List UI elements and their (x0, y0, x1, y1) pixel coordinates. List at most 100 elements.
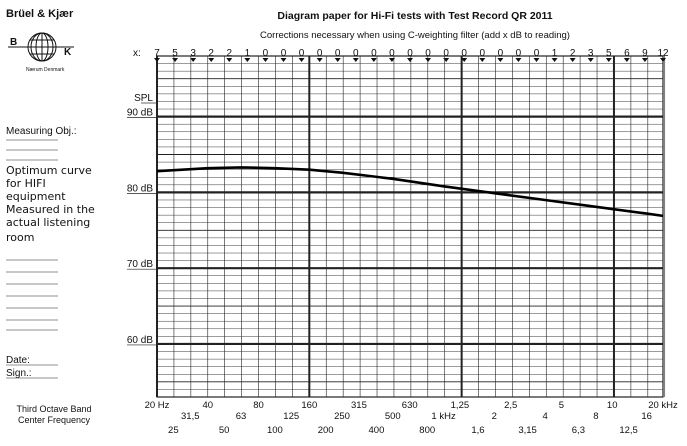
x-tick-label: 8 (593, 411, 598, 422)
correction-marker (208, 58, 215, 62)
correction-value: 0 (443, 48, 449, 59)
correction-value: 3 (190, 48, 196, 59)
correction-marker (262, 58, 269, 62)
correction-value: 0 (534, 48, 540, 59)
correction-value: 12 (657, 48, 669, 59)
correction-marker (479, 58, 486, 62)
x-axis-labels: 20 Hz 40 80 160 315 630 1,25 2,5 5 10 20 kHz 31,5 63… (145, 400, 678, 436)
globe-icon (8, 32, 74, 62)
correction-marker (172, 58, 179, 62)
logo-b: B (10, 37, 17, 48)
correction-marker (190, 58, 197, 62)
x-tick-label: 630 (402, 400, 418, 411)
plot-area (156, 166, 664, 218)
correction-value: 1 (552, 48, 558, 59)
correction-marker (316, 58, 323, 62)
correction-marker (605, 58, 612, 62)
correction-value: 5 (606, 48, 612, 59)
correction-marker (533, 58, 540, 62)
correction-value: 0 (516, 48, 522, 59)
correction-marker (623, 58, 630, 62)
correction-value: 7 (154, 48, 160, 59)
correction-marker (587, 58, 594, 62)
x-tick-label: 80 (253, 400, 264, 411)
correction-prefix: x: (133, 48, 141, 59)
x-tick-label: 800 (419, 425, 435, 436)
correction-marker (551, 58, 558, 62)
correction-value: 2 (208, 48, 214, 59)
correction-value: 0 (407, 48, 413, 59)
correction-value: 2 (570, 48, 576, 59)
x-tick-label: 1 kHz (431, 411, 456, 422)
correction-marker (641, 58, 648, 62)
x-tick-label: 16 (641, 411, 652, 422)
correction-value: 0 (317, 48, 323, 59)
y-tick-label: 80 dB (127, 183, 153, 194)
logo-k: K (64, 47, 72, 58)
chart-grid (156, 55, 666, 398)
x-tick-label: 6,3 (572, 425, 585, 436)
correction-value: 0 (353, 48, 359, 59)
correction-marker (370, 58, 377, 62)
x-tick-label: 160 (301, 400, 317, 411)
handwritten-line-6: room (6, 231, 35, 244)
correction-value: 0 (371, 48, 377, 59)
handwritten-line-2: for HIFI (6, 177, 46, 190)
date-label: Date: (6, 355, 30, 366)
correction-marker (280, 58, 287, 62)
page-subtitle: Corrections necessary when using C-weigh… (260, 30, 570, 41)
correction-value: 0 (299, 48, 305, 59)
footer-caption: Third Octave Band Center Frequency (10, 404, 98, 426)
correction-value: 0 (480, 48, 486, 59)
x-tick-label: 50 (219, 425, 230, 436)
footer-line-1: Third Octave Band (16, 404, 92, 414)
correction-value: 2 (227, 48, 233, 59)
x-tick-label: 12,5 (619, 425, 638, 436)
x-tick-label: 4 (542, 411, 547, 422)
y-tick-label: 70 dB (127, 259, 153, 270)
x-tick-label: 125 (283, 411, 299, 422)
correction-value: 0 (389, 48, 395, 59)
correction-value: 9 (642, 48, 648, 59)
x-tick-label: 2 (492, 411, 497, 422)
x-tick-label: 1,25 (451, 400, 470, 411)
y-tick-label: 60 dB (127, 335, 153, 346)
ylabel-spl: SPL (134, 93, 153, 104)
handwritten-line-1: Optimum curve (6, 164, 92, 177)
x-tick-label: 400 (369, 425, 385, 436)
x-tick-label: 100 (267, 425, 283, 436)
x-tick-label: 20 kHz (648, 400, 678, 411)
x-tick-label: 25 (168, 425, 179, 436)
correction-marker (298, 58, 305, 62)
footer-line-2: Center Frequency (17, 415, 91, 425)
x-tick-label: 5 (559, 400, 564, 411)
correction-marker (334, 58, 341, 62)
correction-value: 6 (624, 48, 630, 59)
handwritten-line-5: actual listening (6, 216, 91, 229)
sign-label: Sign.: (6, 368, 32, 379)
correction-row: x: 7 5 3 2 2 1 0 0 0 0 0 0 0 0 0 0 0 0 0 0 0 0 1 2 3 5 6 9 12 (133, 48, 669, 62)
x-tick-label: 3,15 (518, 425, 537, 436)
correction-value: 3 (588, 48, 594, 59)
x-tick-label: 315 (351, 400, 367, 411)
x-tick-label: 200 (318, 425, 334, 436)
correction-marker (226, 58, 233, 62)
correction-marker (461, 58, 468, 62)
response-curve (156, 166, 664, 218)
x-tick-label: 1,6 (471, 425, 484, 436)
sidebar-writing-lines (6, 139, 58, 379)
x-tick-label: 250 (334, 411, 350, 422)
correction-value: 0 (498, 48, 504, 59)
correction-value: 5 (172, 48, 178, 59)
x-tick-label: 63 (236, 411, 247, 422)
y-tick-label: 90 dB (127, 108, 153, 119)
x-tick-label: 500 (385, 411, 401, 422)
correction-marker (515, 58, 522, 62)
correction-marker (352, 58, 359, 62)
handwritten-line-4: Measured in the (6, 203, 95, 216)
correction-value: 0 (425, 48, 431, 59)
correction-marker (443, 58, 450, 62)
correction-marker (569, 58, 576, 62)
x-tick-label: 40 (202, 400, 213, 411)
